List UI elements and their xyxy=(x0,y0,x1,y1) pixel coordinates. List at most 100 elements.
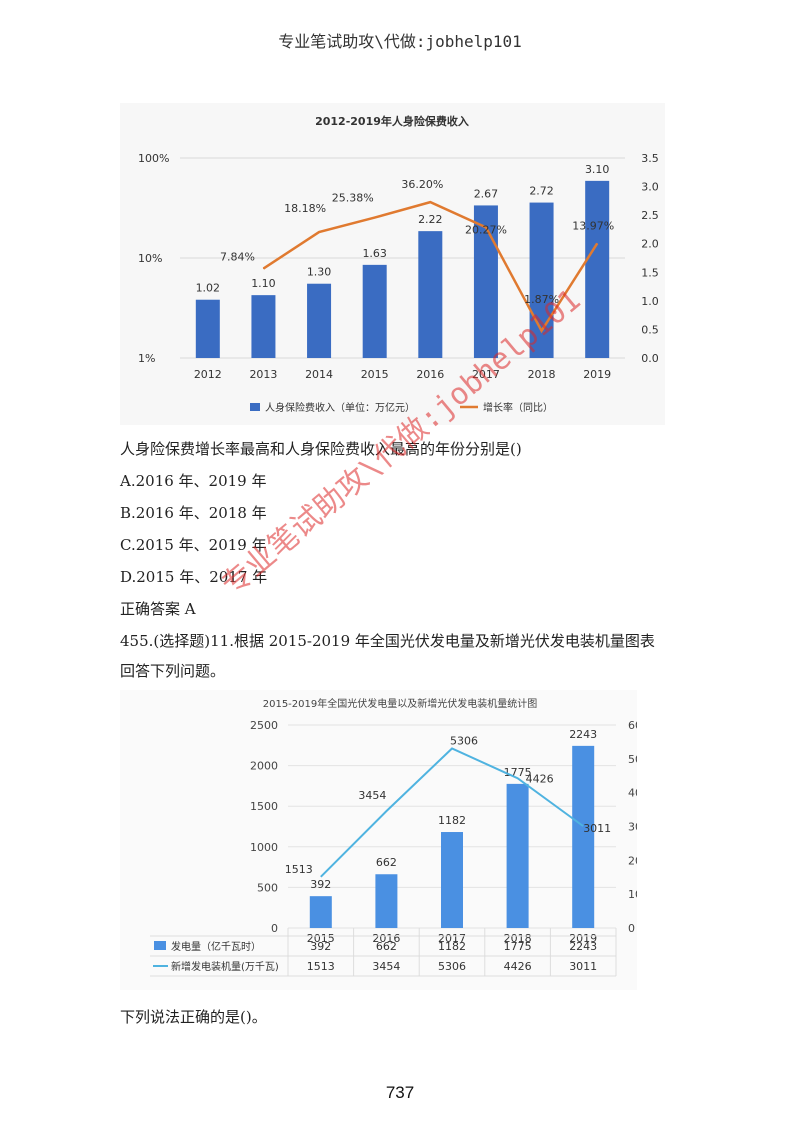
chart1-growth-label: 25.38% xyxy=(332,192,374,205)
chart1-x-tick: 2016 xyxy=(416,368,444,381)
chart1-growth-point xyxy=(485,226,487,228)
question-2-stem: 455.(选择题)11.根据 2015-2019 年全国光伏发电量及新增光伏发电… xyxy=(120,632,655,650)
chart2-bar xyxy=(506,783,529,928)
chart1-bar-label: 1.30 xyxy=(307,266,332,279)
chart2-bar-label: 662 xyxy=(376,856,397,869)
chart1-bar-label: 2.72 xyxy=(529,185,554,198)
chart2-table-cell: 392 xyxy=(310,940,331,953)
answer-text: 正确答案 A xyxy=(120,600,196,618)
chart1-growth-point xyxy=(374,217,376,219)
chart1-x-tick: 2013 xyxy=(249,368,277,381)
chart2-table-cell: 1775 xyxy=(504,940,532,953)
chart1-growth-point xyxy=(541,330,543,332)
chart2-install-line xyxy=(320,747,584,878)
chart1-growth-point xyxy=(596,242,598,244)
chart2-install-label: 3011 xyxy=(583,822,611,835)
chart1-bar xyxy=(418,231,443,358)
chart1-bar-label: 1.63 xyxy=(362,247,387,260)
chart1-x-tick: 2015 xyxy=(361,368,389,381)
chart2-left-tick: 0 xyxy=(271,922,278,935)
chart1-right-tick: 1.5 xyxy=(641,266,659,279)
chart2-install-label: 4426 xyxy=(526,772,554,785)
chart1-right-tick: 3.0 xyxy=(641,181,659,194)
photovoltaic-chart-svg: 2015-2019年全国光伏发电量以及新增光伏发电装机量统计图 2500 2000 1… xyxy=(150,697,656,977)
chart1-right-tick: 0.5 xyxy=(641,323,659,336)
chart2-x-tick: 2018 xyxy=(504,932,532,945)
chart2-left-tick: 2500 xyxy=(250,719,278,732)
chart2-table-row-label: 新增发电装机量(万千瓦) xyxy=(171,960,279,973)
chart2-title: 2015-2019年全国光伏发电量以及新增光伏发电装机量统计图 xyxy=(263,697,538,710)
chart1-x-tick: 2012 xyxy=(194,368,222,381)
chart1-right-tick: 3.5 xyxy=(641,152,659,165)
chart1-right-tick: 2.0 xyxy=(641,238,659,251)
chart2-bar-label: 2243 xyxy=(569,728,597,741)
chart2-install-label: 1513 xyxy=(285,863,313,876)
chart2-left-tick: 2000 xyxy=(250,760,278,773)
chart2-left-tick: 1500 xyxy=(250,800,278,813)
chart1-right-tick: 2.5 xyxy=(641,209,659,222)
option-b: B.2016 年、2018 年 xyxy=(120,504,267,522)
chart1-growth-point xyxy=(318,231,320,233)
chart2-x-tick: 2017 xyxy=(438,932,466,945)
chart1-bar-label: 1.10 xyxy=(251,277,276,290)
chart2-install-label: 5306 xyxy=(450,734,478,747)
option-d: D.2015 年、2017 年 xyxy=(120,568,268,586)
chart1-x-tick: 2017 xyxy=(472,368,500,381)
chart1-growth-label: 13.97% xyxy=(572,219,614,232)
chart2-right-tick: 0 xyxy=(628,922,635,935)
chart2-table-cell: 1182 xyxy=(438,940,466,953)
chart2-bar-label: 392 xyxy=(310,878,331,891)
chart2-bar xyxy=(309,896,332,928)
chart2-bar xyxy=(441,832,463,928)
chart2-bar xyxy=(375,874,398,928)
chart2-table-cell: 5306 xyxy=(438,960,466,973)
insurance-chart-svg: 2012-2019年人身险保费收入 100% 10% 1% 3.5 3.0 2.5 2.0 1.… xyxy=(138,114,659,414)
chart1-bar-label: 2.67 xyxy=(474,187,499,200)
question-2-follow: 下列说法正确的是()。 xyxy=(120,1008,267,1026)
chart1-bar xyxy=(473,205,498,358)
chart2-left-tick: 1000 xyxy=(250,841,278,854)
chart2-table-cell: 4426 xyxy=(504,960,532,973)
chart1-growth-label: 18.18% xyxy=(284,202,326,215)
chart1-growth-point xyxy=(429,201,431,203)
chart2-table-cell: 3454 xyxy=(372,960,400,973)
chart2-table-cell: 2243 xyxy=(569,940,597,953)
chart1-bar-label: 1.02 xyxy=(196,282,221,295)
photovoltaic-chart: 2015-2019年全国光伏发电量以及新增光伏发电装机量统计图 2500 2000 1… xyxy=(120,690,656,990)
insurance-premium-chart: 2012-2019年人身险保费收入 100% 10% 1% 3.5 3.0 2.5 2.0 1.… xyxy=(120,103,665,425)
chart2-table-cell: 1513 xyxy=(307,960,335,973)
chart2-right-tick: 3000 xyxy=(628,821,637,834)
chart1-legend-line: 增长率（同比） xyxy=(483,401,553,414)
chart1-x-tick: 2019 xyxy=(583,368,611,381)
chart2-right-tick: 2000 xyxy=(628,854,637,867)
question-2-stem-line2: 回答下列问题。 xyxy=(120,662,226,680)
chart1-bar xyxy=(585,180,610,358)
chart1-legend-bar-swatch xyxy=(250,403,260,411)
chart2-left-tick: 500 xyxy=(257,881,278,894)
page-header: 专业笔试助攻\代做:jobhelp101 xyxy=(278,32,522,51)
chart1-growth-point xyxy=(262,268,264,270)
page-number: 737 xyxy=(385,1083,415,1102)
chart1-right-tick: 0.0 xyxy=(641,352,659,365)
chart2-table-cell: 662 xyxy=(376,940,397,953)
chart1-left-tick: 10% xyxy=(138,252,162,265)
chart2-right-tick: 1000 xyxy=(628,888,637,901)
chart1-left-tick: 100% xyxy=(138,152,169,165)
chart2-right-tick: 4000 xyxy=(628,787,637,800)
chart2-x-tick: 2019 xyxy=(569,932,597,945)
chart1-bar-label: 2.22 xyxy=(418,213,443,226)
chart1-title: 2012-2019年人身险保费收入 xyxy=(315,114,469,128)
option-c: C.2015 年、2019 年 xyxy=(120,536,267,554)
chart2-legend-bar-swatch xyxy=(154,941,166,950)
chart2-x-tick: 2016 xyxy=(372,932,400,945)
chart2-right-tick: 6000 xyxy=(628,719,637,732)
chart2-install-label: 3454 xyxy=(358,789,386,802)
chart1-bar xyxy=(195,299,220,358)
chart1-x-tick: 2018 xyxy=(528,368,556,381)
chart1-growth-label: 1.87% xyxy=(524,293,559,306)
chart1-growth-label: 20.27% xyxy=(465,223,507,236)
chart1-bar-label: 3.10 xyxy=(585,163,610,176)
chart1-bar xyxy=(251,295,276,358)
option-a: A.2016 年、2019 年 xyxy=(120,472,267,490)
